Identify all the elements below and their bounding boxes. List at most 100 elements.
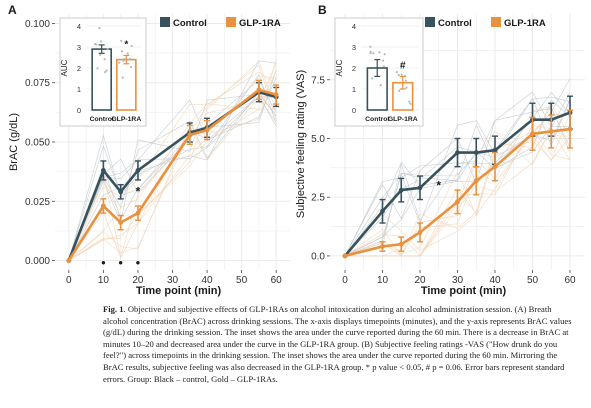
inset-subject-point (99, 53, 102, 56)
inset-y-tick-label: 4 (352, 22, 356, 31)
inset-y-tick-label: 1 (352, 85, 356, 94)
data-point (455, 150, 460, 155)
series-line-glp1ra (67, 88, 277, 262)
significance-star: * (136, 185, 141, 199)
legend-label-control: Control (438, 18, 472, 29)
subject-trajectory (345, 105, 571, 257)
inset-subject-point (128, 57, 131, 61)
x-tick-label: 20 (414, 275, 426, 286)
inset-subject-point (400, 64, 403, 67)
data-point (187, 132, 193, 138)
data-point (135, 210, 141, 216)
x-tick-label: 0 (66, 275, 72, 286)
inset-y-tick-label: 3 (77, 43, 81, 52)
subject-trajectory (344, 100, 571, 257)
x-tick-label: 30 (167, 275, 179, 286)
inset-subject-point (383, 53, 386, 56)
data-point (342, 253, 348, 259)
data-point (398, 241, 404, 247)
legend-label-control: Control (173, 18, 207, 29)
significance-star: * (436, 178, 441, 192)
data-point (118, 220, 124, 225)
subject-trajectory (344, 91, 571, 257)
y-tick-label: 0.100 (25, 19, 50, 30)
significance-dot: • (101, 255, 106, 270)
significance-dot: • (136, 255, 141, 270)
inset-subject-point (395, 70, 398, 74)
inset-x-label-control: Control (90, 116, 114, 123)
subject-trajectory (344, 136, 571, 257)
inset-subject-point (405, 86, 408, 89)
inset-significance-marker: * (124, 39, 128, 50)
inset-bar-control (91, 48, 113, 111)
subject-trajectory (344, 92, 571, 257)
x-tick-label: 50 (236, 275, 248, 286)
inset-subject-point (372, 52, 375, 55)
subject-trajectory (344, 127, 571, 257)
y-tick-label: 0.000 (25, 256, 50, 267)
y-tick-label: 0.0 (311, 251, 325, 262)
inset-subject-point (100, 40, 103, 43)
data-point (473, 150, 479, 155)
series-line-glp1ra (344, 127, 571, 258)
inset-x-label-control: Control (365, 116, 389, 123)
subject-trajectory (68, 108, 277, 261)
x-tick-label: 60 (564, 275, 576, 286)
inset-subject-point (404, 79, 407, 82)
inset-subject-point (409, 102, 412, 105)
subject-trajectory (68, 96, 277, 261)
subject-trajectory (344, 103, 571, 257)
x-tick-label: 50 (527, 275, 539, 286)
subject-trajectory (68, 60, 277, 261)
inset-y-tick-label: 0 (77, 106, 81, 115)
data-point (100, 168, 106, 173)
data-point (455, 199, 460, 205)
inset-subject-point (398, 89, 401, 92)
inset-y-tick-label: 3 (352, 43, 356, 52)
x-tick-label: 40 (489, 275, 501, 286)
data-point (530, 131, 535, 137)
y-tick-label: 5.0 (311, 134, 325, 145)
data-point (548, 129, 554, 134)
y-tick-label: 7.5 (311, 75, 325, 86)
inset-subject-point (371, 77, 374, 80)
inset-subject-point (381, 59, 385, 62)
legend-label-glp1ra: GLP-1RA (239, 18, 281, 29)
inset-subject-point (126, 52, 129, 55)
data-point (100, 203, 106, 209)
data-point (380, 208, 385, 214)
legend-swatch-glp1ra (491, 17, 501, 27)
figure-caption: Fig. 1. Objective and subjective effects… (103, 304, 573, 385)
x-tick-label: 0 (342, 275, 348, 286)
x-tick-label: 30 (452, 275, 464, 286)
inset-y-tick-label: 4 (77, 22, 81, 31)
x-axis-label: Time point (min) (136, 285, 222, 297)
data-point (256, 87, 262, 93)
x-axis-label: Time point (min) (421, 285, 507, 297)
subject-trajectory (344, 129, 571, 257)
data-point (492, 164, 498, 170)
panel-label: A (8, 3, 17, 17)
inset-subject-point (379, 84, 382, 87)
subject-trajectory (68, 70, 277, 261)
inset-y-tick-label: 2 (352, 64, 356, 73)
data-point (380, 244, 385, 249)
subject-trajectory (344, 97, 571, 257)
inset-significance-marker: # (400, 60, 406, 71)
y-axis-label: Subjective feeling rating (VAS) (295, 70, 307, 218)
inset-subject-point (122, 59, 125, 62)
panel-label: B (318, 3, 327, 17)
series-line-control (344, 111, 571, 257)
inset-y-tick-label: 0 (352, 106, 356, 115)
subject-trajectory (68, 96, 277, 261)
inset-subject-point (121, 76, 124, 79)
x-tick-label: 10 (377, 275, 389, 286)
data-point (417, 230, 423, 235)
data-point (66, 258, 72, 263)
caption-text: . Objective and subjective effects of GL… (103, 304, 572, 384)
x-tick-label: 10 (98, 275, 110, 286)
